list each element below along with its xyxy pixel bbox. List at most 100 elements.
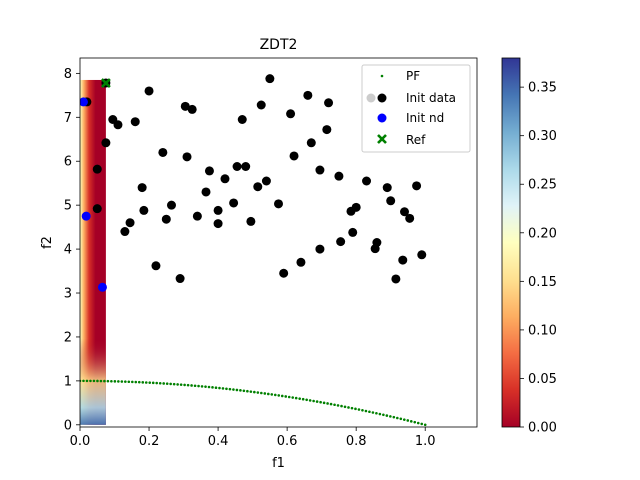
pf-point [200,385,204,388]
y-tick-label: 8 [64,67,72,82]
pf-point [172,382,176,386]
pf-point [124,380,127,383]
colorbar-tick-label: 0.30 [528,129,557,144]
legend-box [361,64,471,153]
pf-point [117,380,120,383]
y-tick-label: 6 [64,155,72,170]
pf-point [144,381,148,384]
pf-point [326,402,329,405]
pf-point [273,393,277,397]
init-data-point [92,204,102,214]
pf-point [246,389,249,393]
pf-point [120,380,124,383]
pf-point [92,379,96,383]
pf-point [267,392,270,396]
y-tick-label: 0 [64,418,72,433]
pf-point [127,380,131,384]
pf-point [169,382,172,386]
init-data-point [391,274,401,284]
pf-point [141,381,145,384]
init-data-point [201,187,211,197]
pf-point [389,415,392,418]
legend-init-data-marker-faded [366,93,376,103]
legend-init-data-marker [377,93,387,103]
colorbar-tick-label: 0.35 [528,81,557,96]
pf-point [242,389,246,393]
pf-point [183,383,186,387]
pf-point [190,384,193,387]
pf-point [371,411,375,414]
pf-point [291,396,295,399]
init-data-point [182,152,192,162]
pf-point [416,421,420,425]
pf-point [260,391,263,395]
pf-point [270,393,274,396]
init-data-point [213,205,223,215]
pf-point [343,405,347,409]
init-data-point [180,101,190,111]
init-data-point [296,257,306,267]
legend: PF Init data Init nd Ref [361,64,471,153]
pf-point [113,380,117,383]
pf-point [301,397,305,401]
pf-point [396,416,399,420]
pf-point [176,383,179,386]
colorbar-tick-label: 0.20 [528,226,557,241]
pf-point [103,379,106,383]
pareto-front-series [80,379,427,427]
legend-ref-marker [377,134,387,144]
heatmap-fill-bottom [80,79,106,425]
y-tick-label: 5 [64,199,72,214]
pf-point [392,415,396,419]
colorbar-tick-label: 0.15 [528,275,557,290]
init-data-point [130,117,140,127]
init-data-point [213,219,223,229]
pf-point [148,381,152,384]
colorbar-tick-label: 0.05 [528,372,557,387]
init-data-point [346,206,356,216]
pf-point [322,401,326,405]
init-data-point [256,100,266,110]
x-tick-label: 0.8 [346,434,367,449]
init-data-point [386,196,396,206]
pf-point [308,399,312,402]
pf-point [284,395,288,398]
pf-point [361,408,364,412]
x-tick-label: 0.2 [139,434,160,449]
init-data-point [405,213,415,223]
pf-point [218,386,221,390]
pf-point [249,390,253,393]
pf-point [354,407,357,411]
init-data-point [187,104,197,114]
init-data-point [125,218,135,228]
pf-point [96,379,99,383]
init-data-point [315,244,325,254]
pf-point [235,388,239,392]
pf-point [368,410,371,414]
init-data-point [348,227,358,237]
pf-point [378,412,382,416]
pf-point [277,394,281,397]
init-data-point [113,120,123,130]
plot-frame [79,57,478,428]
pf-point [406,419,410,422]
pf-point [409,420,413,423]
x-tick-label: 0.6 [277,434,298,449]
pf-point [134,380,138,384]
init-data-point [92,164,102,174]
y-axis-label: f2 [40,236,55,249]
plot-area [80,74,427,427]
init-data-point [279,268,289,278]
init-data-point [261,176,271,186]
colorbar-tick-label: 0.25 [528,178,557,193]
init-data-point [336,237,346,247]
legend-init-data-label: Init data [406,91,456,105]
pf-point [315,400,319,403]
pf-point [357,408,361,411]
colorbar-ticks: 0.00 0.05 0.10 0.15 0.20 0.25 0.30 0.35 [520,81,557,436]
legend-ref-label: Ref [406,133,426,147]
pf-point [294,396,298,400]
pf-point [280,394,284,398]
init-data-point [417,250,427,260]
pf-point [110,379,113,383]
